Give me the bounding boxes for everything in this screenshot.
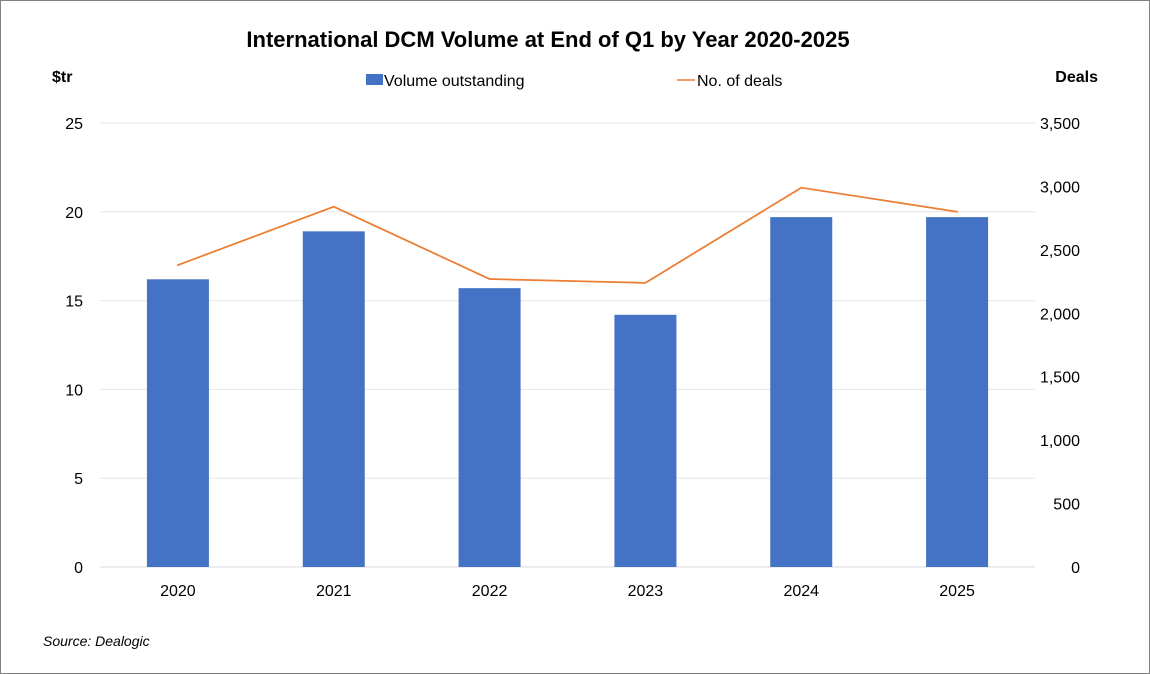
legend-label-volume: Volume outstanding — [384, 73, 525, 90]
right-tick-label: 1,500 — [1040, 370, 1080, 387]
bar — [926, 217, 989, 568]
line-series — [177, 186, 958, 284]
bar-series — [146, 217, 989, 568]
legend-swatch-volume — [366, 74, 383, 85]
right-tick-label: 3,500 — [1040, 116, 1080, 133]
right-axis-label: Deals — [1055, 69, 1098, 86]
x-tick-label: 2022 — [472, 583, 508, 600]
bar — [146, 279, 209, 567]
x-axis-ticks: 2020 2021 2022 2023 2024 2025 — [160, 583, 975, 600]
left-axis-ticks: 0 5 10 15 20 25 — [65, 116, 83, 577]
gridlines — [100, 122, 1035, 568]
right-tick-label: 1,000 — [1040, 433, 1080, 450]
left-axis-label: $tr — [52, 69, 72, 86]
bar — [458, 288, 521, 567]
left-tick-label: 15 — [65, 294, 83, 311]
left-tick-label: 5 — [74, 471, 83, 488]
chart-title: International DCM Volume at End of Q1 by… — [246, 27, 849, 52]
x-tick-label: 2021 — [316, 583, 352, 600]
x-tick-label: 2023 — [628, 583, 664, 600]
x-tick-label: 2020 — [160, 583, 196, 600]
line-point — [644, 281, 647, 284]
legend: Volume outstanding No. of deals — [366, 73, 782, 90]
bar — [302, 231, 365, 567]
left-tick-label: 25 — [65, 116, 83, 133]
line-point — [332, 205, 335, 208]
right-axis-ticks: 0 500 1,000 1,500 2,000 2,500 3,000 3,500 — [1040, 116, 1080, 577]
left-tick-label: 20 — [65, 205, 83, 222]
right-tick-label: 0 — [1071, 560, 1080, 577]
x-tick-label: 2024 — [783, 583, 819, 600]
left-tick-label: 10 — [65, 382, 83, 399]
bar — [770, 217, 833, 568]
right-tick-label: 500 — [1053, 497, 1080, 514]
bar — [614, 314, 677, 567]
source-note: Source: Dealogic — [43, 633, 150, 649]
line-point — [177, 264, 179, 266]
line-point — [488, 278, 491, 280]
right-tick-label: 3,000 — [1040, 179, 1080, 196]
right-tick-label: 2,500 — [1040, 243, 1080, 260]
deals-line — [177, 186, 958, 284]
line-point — [800, 186, 803, 189]
right-tick-label: 2,000 — [1040, 306, 1080, 323]
legend-label-deals: No. of deals — [697, 73, 782, 90]
line-point — [956, 210, 958, 213]
x-tick-label: 2025 — [939, 583, 975, 600]
left-tick-label: 0 — [74, 560, 83, 577]
